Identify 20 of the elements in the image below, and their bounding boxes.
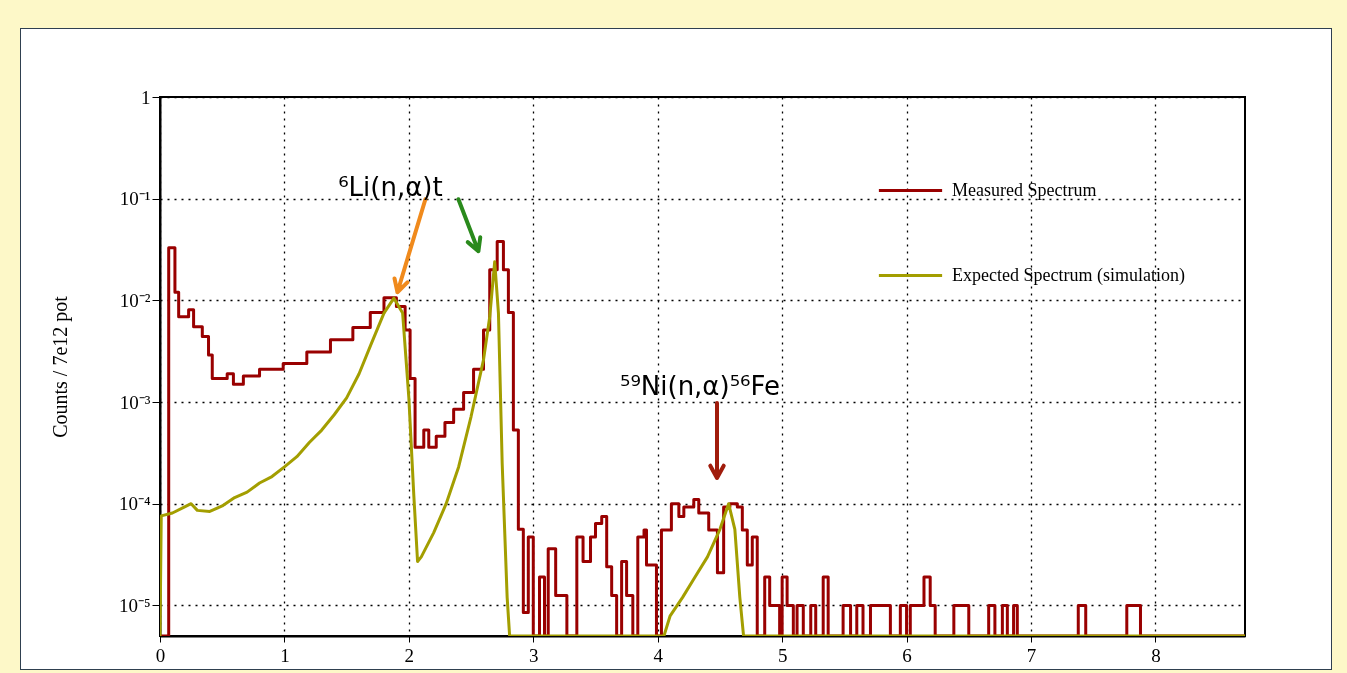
y-tick-label: 1 [141, 86, 151, 108]
x-tick-label: 3 [529, 644, 539, 666]
x-tick-label: 2 [404, 644, 415, 666]
y-tick-label: 10⁻⁵ [118, 594, 151, 616]
x-tick-label: 8 [1151, 644, 1161, 666]
y-tick-label: 10⁻³ [119, 391, 151, 413]
x-tick-label: 5 [777, 644, 788, 666]
y-tick-label: 10⁻² [119, 289, 151, 311]
y-axis-title: Counts / 7e12 pot [48, 295, 72, 438]
x-tick-label: 6 [902, 644, 912, 666]
x-tick-label: 1 [280, 644, 290, 666]
x-tick-label: 0 [155, 644, 166, 666]
x-tick-label: 4 [653, 644, 664, 666]
y-tick-label: 10⁻¹ [119, 188, 151, 210]
annotation: ⁶Li(n,α)t [338, 172, 443, 203]
legend-label: Measured Spectrum [952, 179, 1097, 200]
y-tick-label: 10⁻⁴ [118, 493, 151, 515]
x-tick-label: 7 [1026, 644, 1037, 666]
legend-label: Expected Spectrum (simulation) [952, 264, 1185, 286]
annotation: ⁵⁹Ni(n,α)⁵⁶Fe [619, 371, 781, 401]
